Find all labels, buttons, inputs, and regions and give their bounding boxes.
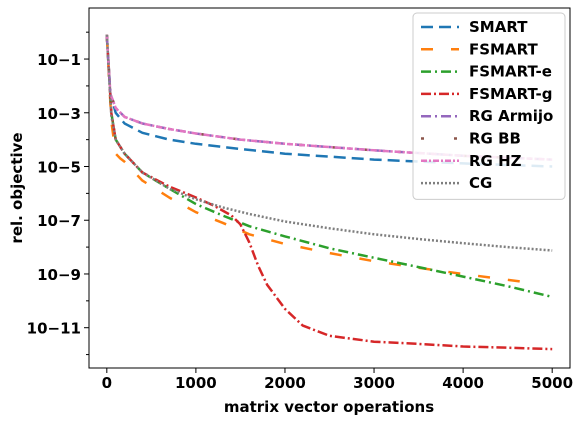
legend-label: FSMART-e — [469, 63, 552, 81]
y-tick-label: 10−3 — [37, 105, 81, 123]
legend-box — [412, 12, 566, 200]
x-tick-label: 3000 — [353, 374, 395, 392]
plot-frame — [88, 7, 571, 369]
series-line-rg-hz — [105, 34, 553, 161]
legend-label: RG Armijo — [469, 107, 553, 125]
legend-label: FSMART-g — [469, 85, 552, 103]
x-tick-label: 4000 — [442, 374, 484, 392]
series-line-fsmart — [105, 34, 526, 284]
x-tick-label: 1000 — [175, 374, 217, 392]
series-line-fsmart-g — [105, 34, 553, 351]
y-axis-label: rel. objective — [8, 132, 26, 243]
legend: SMART FSMART FSMART-e FSMART-g RG Armijo RG B… — [412, 12, 566, 200]
legend-label: RG HZ — [469, 152, 522, 170]
x-tick-label: 5000 — [531, 374, 573, 392]
y-axis: 10−1 10−3 10−5 10−7 10−9 10−11 — [27, 31, 89, 356]
y-tick-label: 10−5 — [37, 159, 81, 177]
x-axis-label: matrix vector operations — [224, 398, 434, 416]
series-line-cg — [105, 34, 553, 252]
x-tick-label: 2000 — [264, 374, 306, 392]
y-tick-label: 10−1 — [37, 51, 81, 69]
legend-label: RG BB — [469, 130, 521, 148]
x-axis: 0 1000 2000 3000 4000 5000 — [102, 368, 573, 392]
series-layer — [105, 34, 553, 351]
x-tick-label: 0 — [102, 374, 112, 392]
legend-label: SMART — [469, 18, 528, 36]
y-tick-label: 10−9 — [37, 266, 81, 284]
legend-label: FSMART — [469, 40, 538, 58]
series-line-fsmart-e — [105, 34, 553, 299]
series-line-smart — [105, 34, 553, 168]
y-tick-label: 10−7 — [37, 212, 81, 230]
legend-label: CG — [469, 174, 492, 192]
y-tick-label: 10−11 — [27, 320, 81, 338]
